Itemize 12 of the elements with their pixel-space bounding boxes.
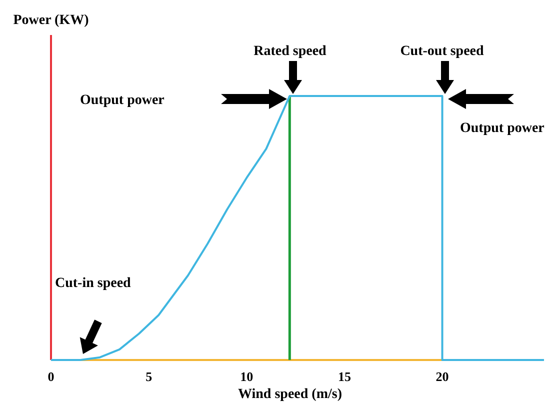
annotation: Cut-in speed [55, 276, 132, 291]
text: Cut-out speed [400, 44, 484, 59]
x-tick-label: 15 [338, 369, 352, 384]
x-axis-title: Wind speed (m/s) [238, 387, 342, 402]
x-tick-label: 5 [146, 369, 153, 384]
y-axis-title: Power (KW) [13, 13, 90, 28]
x-tick-label: 10 [240, 369, 254, 384]
x-tick-label: 0 [48, 369, 54, 384]
annotation: Output power [80, 93, 164, 108]
annotation: Output power [460, 121, 544, 136]
x-tick-label: 20 [436, 369, 449, 384]
text: Rated speed [254, 44, 327, 59]
